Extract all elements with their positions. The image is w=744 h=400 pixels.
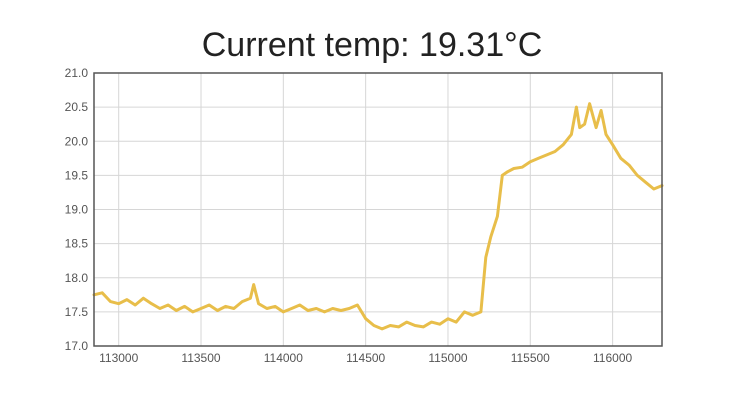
data-point: [575, 105, 578, 109]
x-tick-label: 115000: [428, 351, 467, 365]
tick-labels: 17.0 17.5 18.0 18.5 19.0 19.5 20.0 20.5 21.0 1130…: [65, 66, 633, 365]
data-point: [506, 170, 509, 174]
data-point: [232, 307, 236, 310]
data-point: [347, 307, 351, 310]
data-point: [397, 325, 400, 329]
data-point: [455, 320, 458, 324]
data-point: [125, 298, 129, 301]
data-point: [611, 143, 614, 146]
data-point: [315, 307, 318, 310]
data-point: [604, 133, 608, 136]
data-point: [191, 310, 194, 314]
data-point: [644, 181, 647, 184]
data-point: [158, 307, 162, 310]
chart-title: Current temp: 19.31°C: [201, 26, 543, 64]
data-point: [133, 303, 137, 307]
y-tick-label: 17.0: [65, 339, 89, 353]
data-point: [290, 307, 293, 310]
data-point: [109, 300, 112, 303]
data-point: [364, 317, 367, 320]
data-point: [446, 317, 450, 320]
data-point: [529, 160, 532, 163]
data-point: [520, 165, 524, 169]
data-point: [150, 302, 153, 305]
data-point: [323, 310, 326, 314]
data-point: [282, 310, 285, 314]
data-point: [489, 235, 492, 238]
data-point: [356, 303, 359, 307]
data-point: [471, 314, 474, 317]
data-point: [422, 325, 425, 329]
y-tick-label: 17.5: [65, 305, 89, 319]
y-tick-label: 20.0: [65, 134, 89, 148]
data-point: [413, 324, 417, 327]
data-point: [545, 153, 548, 157]
data-point: [372, 324, 376, 327]
data-point: [142, 297, 145, 300]
series-layer: [92, 102, 664, 331]
x-tick-label: 115500: [511, 351, 550, 365]
data-point: [627, 163, 631, 167]
x-tick-label: 116000: [593, 351, 632, 365]
data-point: [208, 303, 211, 307]
data-point: [265, 307, 269, 310]
data-point: [570, 133, 573, 136]
data-point: [331, 307, 334, 310]
y-tick-label: 19.0: [65, 203, 89, 217]
data-point: [496, 215, 499, 218]
data-point: [405, 320, 409, 324]
data-point: [599, 109, 603, 112]
x-tick-label: 113000: [99, 351, 138, 365]
data-point: [306, 309, 310, 312]
x-tick-label: 114000: [264, 351, 303, 365]
data-point: [588, 102, 591, 105]
data-point: [583, 122, 586, 126]
data-point: [166, 303, 170, 307]
data-point: [101, 291, 104, 294]
data-point: [298, 303, 301, 307]
data-point: [636, 174, 639, 177]
data-point: [183, 305, 186, 308]
data-point: [479, 310, 483, 314]
x-tick-label: 114500: [346, 351, 385, 365]
y-tick-label: 20.5: [65, 100, 89, 114]
y-tick-label: 18.0: [65, 271, 89, 285]
data-point: [175, 309, 178, 312]
data-point: [257, 302, 260, 305]
data-point: [484, 256, 488, 259]
data-point: [273, 305, 277, 308]
plot-frame: [93, 72, 663, 347]
data-point: [537, 157, 540, 160]
data-point: [249, 297, 252, 300]
data-point: [389, 324, 392, 327]
data-point: [199, 307, 203, 310]
data-point: [240, 300, 244, 303]
y-tick-label: 19.5: [65, 168, 89, 182]
y-tick-label: 21.0: [65, 66, 89, 80]
x-tick-label: 113500: [181, 351, 220, 365]
data-point: [117, 302, 120, 305]
y-tick-label: 18.5: [65, 237, 89, 251]
data-point: [501, 174, 504, 177]
data-point: [438, 322, 441, 326]
data-point: [252, 283, 255, 286]
data-point: [578, 126, 581, 129]
data-point: [652, 187, 655, 191]
data-point: [224, 305, 227, 308]
data-point: [512, 167, 516, 170]
data-point: [339, 309, 343, 312]
data-point: [463, 310, 466, 314]
data-point: [216, 309, 219, 312]
data-point: [562, 143, 565, 146]
data-point: [553, 150, 557, 153]
data-point: [430, 320, 433, 324]
data-point: [594, 126, 598, 129]
data-point: [619, 157, 623, 160]
data-point: [380, 327, 384, 331]
temperature-series-line: [92, 102, 664, 331]
